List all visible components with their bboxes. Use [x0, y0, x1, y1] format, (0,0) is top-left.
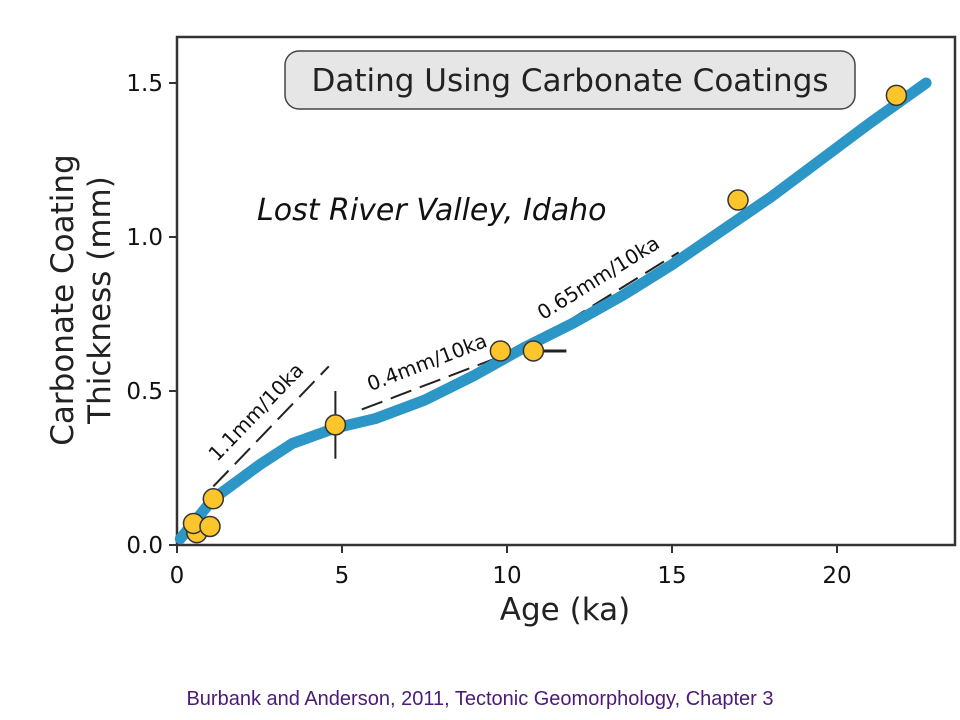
y-tick-label-0: 0.0 — [126, 533, 163, 559]
x-axis-label: Age (ka) — [500, 592, 630, 628]
plot-frame — [175, 35, 957, 547]
x-tick-label-4: 20 — [822, 563, 851, 589]
error-bars — [334, 349, 567, 459]
y-tick-label-1: 0.5 — [126, 379, 163, 405]
y-tick-label-3: 1.5 — [126, 71, 163, 97]
data-point-5 — [489, 340, 512, 362]
data-point-3 — [202, 488, 225, 510]
y-tick-label-2: 1.0 — [126, 225, 163, 251]
y-axis-label-line1: Carbonate Coating — [45, 154, 81, 445]
rate-label-1: 0.4mm/10ka — [364, 328, 491, 396]
site-annotation: Lost River Valley, Idaho — [257, 193, 607, 228]
x-tick-label-2: 10 — [492, 563, 521, 589]
data-point-2 — [199, 515, 221, 538]
data-point-4 — [324, 414, 347, 436]
rate-dashed-line-0 — [212, 365, 330, 488]
x-tick-label-1: 5 — [335, 563, 350, 589]
data-points — [182, 84, 908, 544]
y-axis-ticks: 0.0 0.5 1.0 1.5 — [126, 71, 177, 559]
title-group: Dating Using Carbonate Coatings — [284, 50, 856, 110]
citation: Burbank and Anderson, 2011, Tectonic Geo… — [186, 688, 774, 710]
rate-dashed-line-2 — [539, 251, 680, 340]
title-box — [284, 50, 856, 110]
data-point-7 — [727, 189, 749, 211]
y-axis-label-line2: Thickness (mm) — [82, 176, 118, 425]
chart-title: Dating Using Carbonate Coatings — [311, 63, 828, 99]
x-tick-label-0: 0 — [170, 563, 185, 589]
x-tick-label-3: 15 — [657, 563, 686, 589]
rate-dashed-line-1 — [361, 353, 508, 411]
data-point-6 — [522, 340, 545, 362]
x-axis-ticks: 0 5 10 15 20 — [170, 545, 852, 589]
data-point-8 — [885, 84, 908, 107]
